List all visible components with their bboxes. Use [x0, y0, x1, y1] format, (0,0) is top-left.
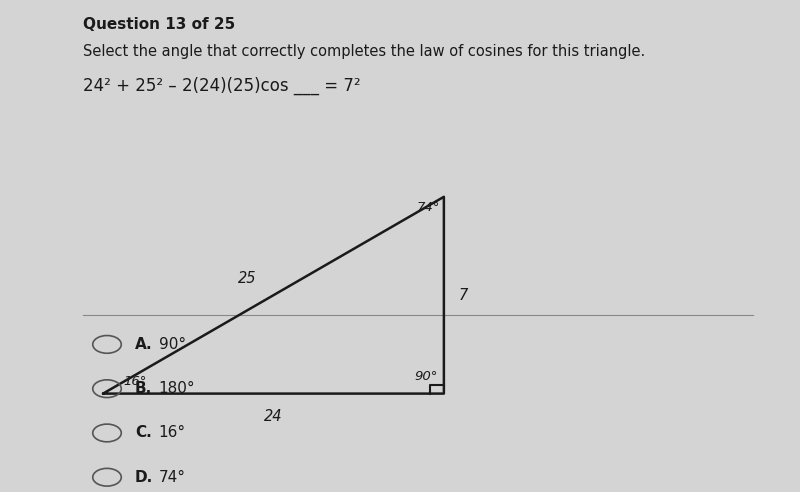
Text: D.: D.	[134, 470, 153, 485]
Text: Question 13 of 25: Question 13 of 25	[83, 17, 235, 32]
Text: 90°: 90°	[414, 370, 438, 383]
Text: 24: 24	[264, 409, 282, 424]
Text: 25: 25	[238, 272, 256, 286]
Text: 90°: 90°	[158, 337, 186, 352]
Text: 16°: 16°	[158, 426, 186, 440]
Text: 74°: 74°	[417, 201, 440, 214]
Text: B.: B.	[134, 381, 152, 396]
Text: 16°: 16°	[123, 375, 146, 388]
Text: C.: C.	[134, 426, 151, 440]
Text: 24² + 25² – 2(24)(25)cos ___ = 7²: 24² + 25² – 2(24)(25)cos ___ = 7²	[83, 76, 361, 94]
Text: Select the angle that correctly completes the law of cosines for this triangle.: Select the angle that correctly complete…	[83, 44, 646, 59]
Text: 180°: 180°	[158, 381, 195, 396]
Text: A.: A.	[134, 337, 152, 352]
Text: 7: 7	[458, 288, 467, 303]
Text: 74°: 74°	[158, 470, 186, 485]
